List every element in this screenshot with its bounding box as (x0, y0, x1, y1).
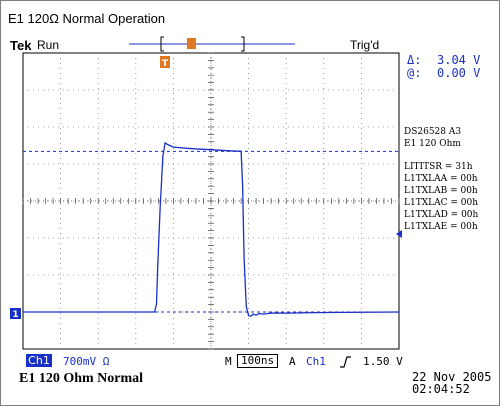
side-info-line: DS26528 A3 (404, 127, 462, 137)
run-status: Run (37, 38, 60, 52)
side-info-line: L1TXLAB = 00h (404, 186, 478, 196)
capture-date: 22 Nov 2005 (412, 370, 492, 384)
record-trigger-marker (187, 38, 196, 49)
side-info-line: LITITSR = 31h (404, 162, 473, 172)
brand-label: Tek (10, 38, 32, 53)
trigger-position-icon (160, 56, 170, 68)
figure-title: E1 120Ω Normal Operation (8, 11, 166, 26)
bottom-caption: E1 120 Ohm Normal (19, 371, 144, 386)
trigger-marker-text: T (162, 59, 169, 69)
capture-time: 02:04:52 (412, 382, 470, 396)
side-info-line: L1TXLAE = 00h (404, 222, 478, 232)
timebase-value: 100ns (237, 354, 279, 368)
side-info-line: L1TXLAC = 00h (404, 198, 478, 208)
main-timebase-label: M (225, 355, 232, 368)
trigger-mode-label: A (289, 355, 296, 368)
trigger-level-icon (396, 230, 402, 238)
side-info-line: L1TXLAA = 00h (404, 174, 478, 184)
ground-marker-icon (10, 308, 21, 319)
channel-badge: Ch1 (26, 354, 52, 367)
cursor-delta-label: Δ: (407, 53, 422, 67)
cursor-lines (23, 150, 399, 313)
trigger-source: Ch1 (306, 355, 326, 368)
record-window-right (241, 36, 245, 52)
channel-scale: 700mV Ω (63, 355, 110, 368)
record-window-left (160, 36, 164, 52)
cursor-at-value: 0.00 V (437, 66, 481, 80)
ground-marker-text: 1 (12, 310, 18, 320)
trigger-status: Trig'd (350, 38, 380, 52)
graticule (22, 52, 400, 350)
side-info-line: E1 120 Ohm (404, 139, 461, 149)
cursor-delta-value: 3.04 V (437, 53, 481, 67)
side-info-line: L1TXLAD = 00h (404, 210, 479, 220)
cursor-at-label: @: (407, 66, 422, 80)
waveform-trace (23, 141, 400, 317)
trigger-level: 1.50 V (363, 355, 403, 368)
rising-edge-icon (340, 356, 351, 368)
